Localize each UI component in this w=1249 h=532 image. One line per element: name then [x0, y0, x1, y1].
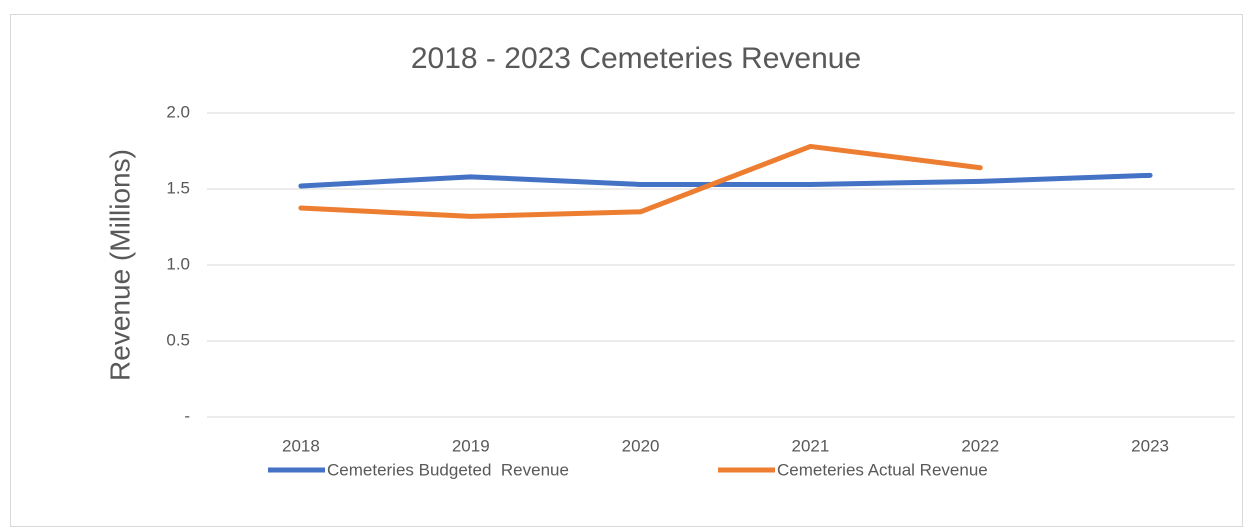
- y-tick-label: 2.0: [166, 102, 190, 121]
- legend-label: Cemeteries Budgeted Revenue: [327, 460, 569, 479]
- y-tick-label: 1.5: [166, 178, 190, 197]
- chart-border: [10, 14, 1243, 527]
- series-line: [298, 172, 1153, 189]
- x-tick-label: 2023: [1131, 436, 1169, 455]
- x-tick-label: 2021: [792, 436, 830, 455]
- series-line: [298, 143, 983, 219]
- y-tick-label: 0.5: [166, 330, 190, 349]
- x-tick-label: 2019: [452, 436, 490, 455]
- y-tick-label: -: [184, 406, 190, 425]
- y-axis-label: Revenue (Millions): [104, 149, 135, 381]
- x-tick-label: 2022: [961, 436, 999, 455]
- x-tick-label: 2018: [282, 436, 320, 455]
- legend-label: Cemeteries Actual Revenue: [777, 460, 988, 479]
- chart-title: 2018 - 2023 Cemeteries Revenue: [411, 42, 861, 75]
- y-tick-label: 1.0: [166, 254, 190, 273]
- x-tick-label: 2020: [622, 436, 660, 455]
